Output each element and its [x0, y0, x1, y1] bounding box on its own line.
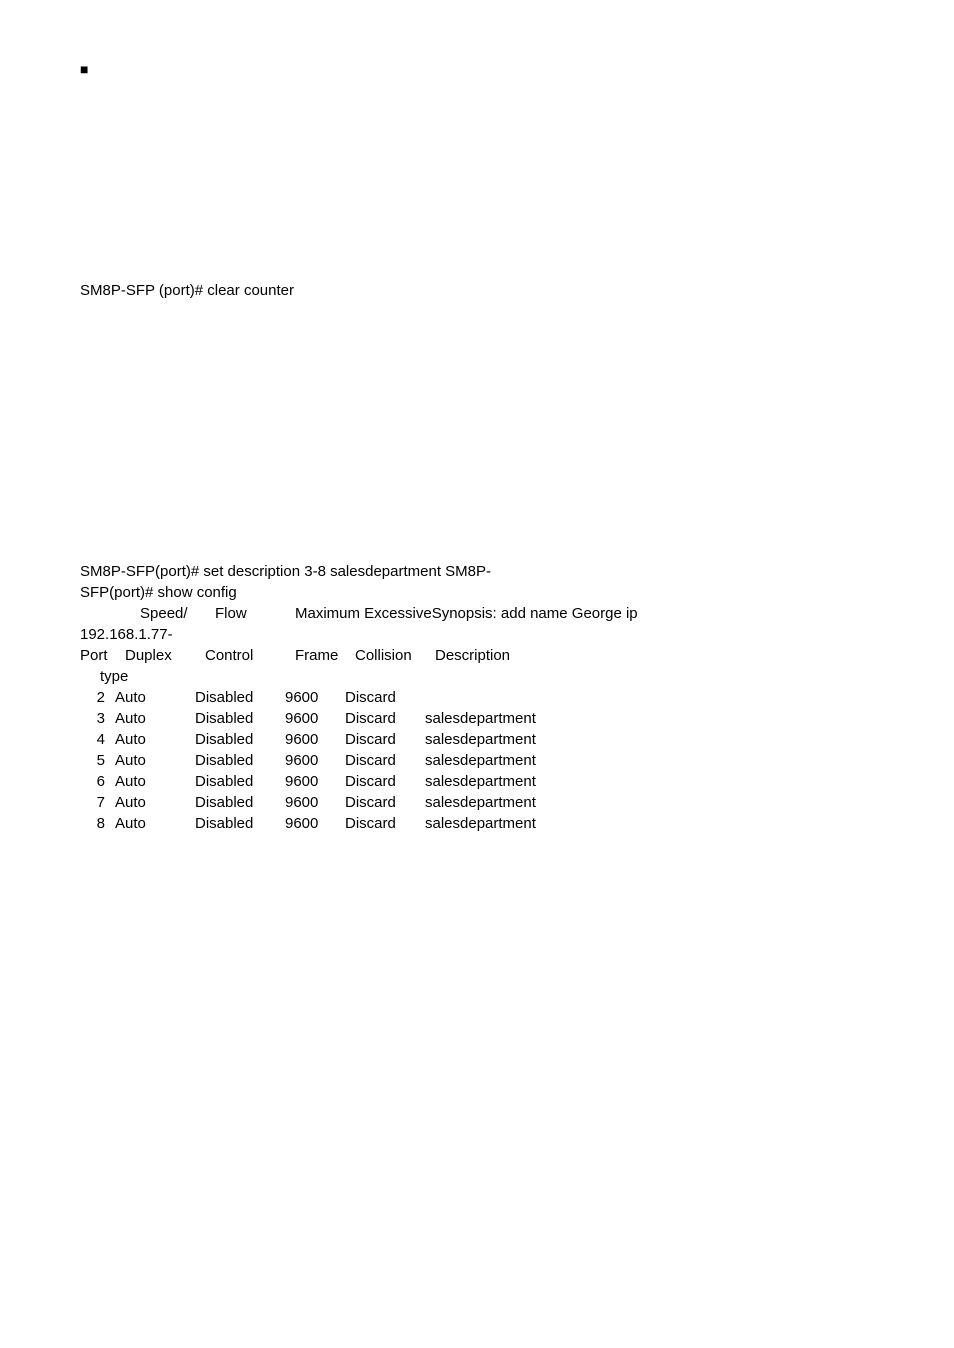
cell-description: salesdepartment	[425, 813, 874, 834]
cell-port: 7	[80, 792, 115, 813]
cell-collision: Discard	[345, 771, 425, 792]
cell-description	[425, 687, 874, 708]
cell-frame: 9600	[285, 708, 345, 729]
table-row: 6 Auto Disabled 9600 Discard salesdepart…	[80, 771, 874, 792]
header-duplex: Duplex	[125, 645, 205, 666]
header-collision: Collision	[355, 645, 435, 666]
header-port: Port	[80, 645, 125, 666]
cell-frame: 9600	[285, 792, 345, 813]
table-row: 2 Auto Disabled 9600 Discard	[80, 687, 874, 708]
cell-control: Disabled	[195, 729, 285, 750]
type-label: type	[100, 666, 874, 687]
cell-duplex: Auto	[115, 750, 195, 771]
cell-collision: Discard	[345, 708, 425, 729]
bullet-marker: ■	[80, 60, 874, 80]
cell-frame: 9600	[285, 729, 345, 750]
cell-collision: Discard	[345, 750, 425, 771]
cell-frame: 9600	[285, 771, 345, 792]
ip-address-line: 192.168.1.77-	[80, 624, 874, 645]
cell-collision: Discard	[345, 792, 425, 813]
table-header-row1: Speed/ Flow Maximum ExcessiveSynopsis: a…	[80, 603, 874, 624]
cell-duplex: Auto	[115, 729, 195, 750]
table-header-row2: Port Duplex Control Frame Collision Desc…	[80, 645, 874, 666]
cli-set-description-line1: SM8P-SFP(port)# set description 3-8 sale…	[80, 561, 874, 582]
cell-duplex: Auto	[115, 687, 195, 708]
cell-description: salesdepartment	[425, 708, 874, 729]
cell-port: 4	[80, 729, 115, 750]
cell-description: salesdepartment	[425, 750, 874, 771]
header-description: Description	[435, 645, 874, 666]
cell-frame: 9600	[285, 813, 345, 834]
cell-duplex: Auto	[115, 813, 195, 834]
cell-control: Disabled	[195, 792, 285, 813]
cell-collision: Discard	[345, 813, 425, 834]
header-speed: Speed/	[140, 603, 215, 624]
cell-control: Disabled	[195, 813, 285, 834]
cell-collision: Discard	[345, 687, 425, 708]
cell-duplex: Auto	[115, 771, 195, 792]
cell-frame: 9600	[285, 750, 345, 771]
cell-description: salesdepartment	[425, 771, 874, 792]
cell-port: 5	[80, 750, 115, 771]
cell-control: Disabled	[195, 708, 285, 729]
header-frame: Frame	[295, 645, 355, 666]
table-row: 7 Auto Disabled 9600 Discard salesdepart…	[80, 792, 874, 813]
cell-control: Disabled	[195, 687, 285, 708]
cell-port: 8	[80, 813, 115, 834]
table-row: 3 Auto Disabled 9600 Discard salesdepart…	[80, 708, 874, 729]
cell-control: Disabled	[195, 750, 285, 771]
header-maximum-excessive: Maximum ExcessiveSynopsis: add name Geor…	[295, 603, 874, 624]
table-row: 8 Auto Disabled 9600 Discard salesdepart…	[80, 813, 874, 834]
cli-show-config-line: SFP(port)# show config	[80, 582, 874, 603]
header-flow: Flow	[215, 603, 295, 624]
cell-port: 6	[80, 771, 115, 792]
cell-port: 3	[80, 708, 115, 729]
table-row: 4 Auto Disabled 9600 Discard salesdepart…	[80, 729, 874, 750]
cell-duplex: Auto	[115, 792, 195, 813]
header-control: Control	[205, 645, 295, 666]
cell-duplex: Auto	[115, 708, 195, 729]
cell-description: salesdepartment	[425, 792, 874, 813]
clear-counter-line: SM8P-SFP (port)# clear counter	[80, 280, 874, 301]
cell-collision: Discard	[345, 729, 425, 750]
table-row: 5 Auto Disabled 9600 Discard salesdepart…	[80, 750, 874, 771]
cell-control: Disabled	[195, 771, 285, 792]
cell-description: salesdepartment	[425, 729, 874, 750]
cell-port: 2	[80, 687, 115, 708]
cell-frame: 9600	[285, 687, 345, 708]
